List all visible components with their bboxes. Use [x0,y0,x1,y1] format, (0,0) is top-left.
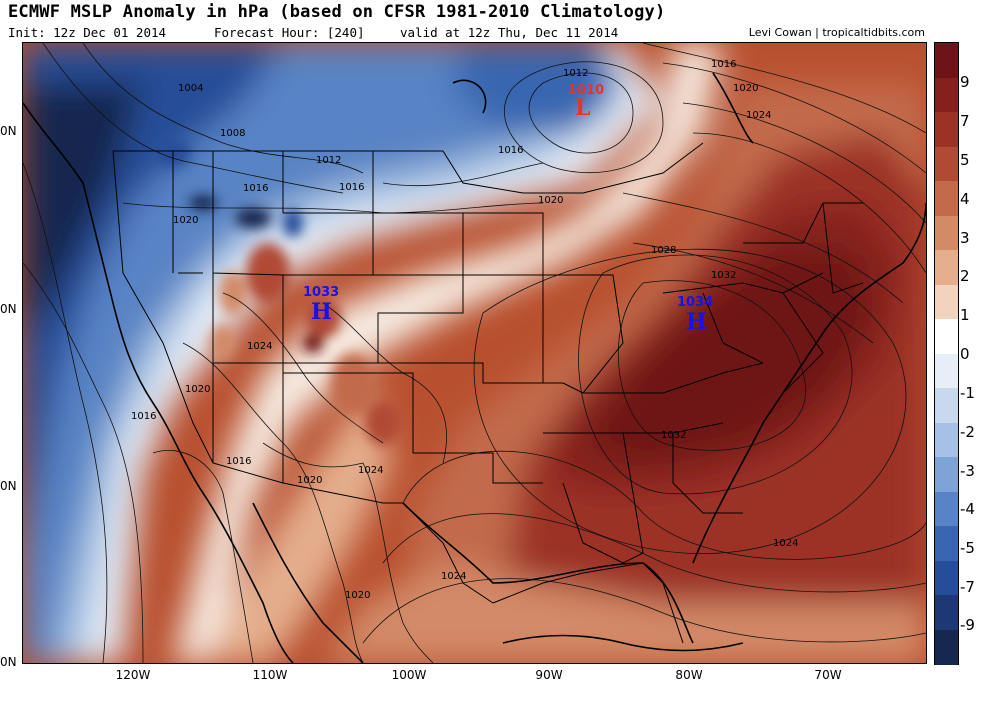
colorbar-label: 1 [960,306,970,324]
colorbar-swatch [935,319,958,355]
isobar-label: 1016 [226,456,251,467]
forecast-hour: Forecast Hour: [240] [214,25,365,40]
colorbar-label: 3 [960,229,970,247]
colorbar-label: -2 [960,423,975,441]
colorbar-label: 5 [960,151,970,169]
high-center-symbol-west: H [311,299,332,325]
low-center-value: 1010 [568,83,604,98]
isobar-label: 1016 [498,145,523,156]
isobar-label: 1020 [538,195,563,206]
colorbar-label: 2 [960,267,970,285]
isobar-labels: 1004 1008 1012 1016 1016 1012 1016 1020 … [131,59,798,601]
anomaly-field [23,43,926,663]
isobar-label: 1016 [711,59,736,70]
high-center-value-east: 1034 [677,295,713,310]
isobar-label: 1012 [316,155,341,166]
isobar-label: 1024 [773,538,798,549]
isobar-label: 1016 [131,411,156,422]
anomaly-map: 1004 1008 1012 1016 1016 1012 1016 1020 … [22,42,927,664]
colorbar-swatch [935,284,958,320]
colorbar-swatch [935,491,958,527]
isobars [23,43,926,663]
colorbar-swatch [935,43,958,79]
lon-label: 120W [115,668,151,682]
colorbar-label: -7 [960,578,975,596]
colorbar-swatch [935,250,958,286]
colorbar-label: 7 [960,112,970,130]
colorbar-label: 4 [960,190,970,208]
isobar-label: 1020 [185,384,210,395]
lat-label: 0N [0,655,17,669]
colorbar-swatch [935,595,958,631]
high-center-value-west: 1033 [303,285,339,300]
lat-label: 0N [0,124,17,138]
colorbar-label: 9 [960,73,970,91]
lon-label: 110W [252,668,288,682]
colorbar-swatch [935,146,958,182]
isobar-label: 1016 [339,182,364,193]
isobar-label: 1024 [358,465,383,476]
colorbar-swatch [935,422,958,458]
colorbar-swatch [935,77,958,113]
init-time: Init: 12z Dec 01 2014 [8,25,167,40]
isobar-label: 1020 [173,215,198,226]
isobar-label: 1028 [651,245,676,256]
isobar-label: 1008 [220,128,245,139]
colorbar-swatch [935,388,958,424]
credit: Levi Cowan | tropicaltidbits.com [748,26,925,39]
colorbar-label: -3 [960,462,975,480]
colorbar-swatch [935,181,958,217]
colorbar-label: 0 [960,345,970,363]
colorbar-swatch [935,560,958,596]
valid-time: valid at 12z Thu, Dec 11 2014 [400,25,619,40]
colorbar-swatch [935,215,958,251]
low-center-symbol: L [575,95,590,121]
colorbar-label: -9 [960,616,975,634]
terrain-anomalies [155,139,401,445]
isobar-label: 1032 [711,270,736,281]
colorbar-swatch [935,112,958,148]
colorbar-swatch [935,629,958,665]
colorbar-label: -5 [960,539,975,557]
isobar-label: 1020 [733,83,758,94]
colorbar-label: -4 [960,500,975,518]
isobar-label: 1012 [563,68,588,79]
lon-label: 80W [675,668,703,682]
colorbar-swatch [935,457,958,493]
colorbar-label: -1 [960,384,975,402]
isobar-label: 1024 [247,341,272,352]
isobar-label: 1016 [243,183,268,194]
colorbar [934,42,959,665]
lat-label: 0N [0,479,17,493]
map-svg: 1004 1008 1012 1016 1016 1012 1016 1020 … [23,43,926,663]
lon-label: 100W [391,668,427,682]
isobar-label: 1004 [178,83,203,94]
chart-title: ECMWF MSLP Anomaly in hPa (based on CFSR… [8,2,666,22]
isobar-label: 1024 [441,571,466,582]
isobar-label: 1020 [297,475,322,486]
borders [112,142,864,644]
isobar-label: 1032 [661,430,686,441]
high-center-symbol-east: H [686,309,707,335]
pressure-centers: 1010 L 1033 H 1034 H [303,83,713,335]
lon-label: 70W [814,668,842,682]
isobar-label: 1024 [746,110,771,121]
isobar-label: 1020 [345,590,370,601]
lat-label: 0N [0,302,17,316]
coastlines [23,72,926,663]
lon-label: 90W [535,668,563,682]
colorbar-swatch [935,526,958,562]
colorbar-swatch [935,353,958,389]
